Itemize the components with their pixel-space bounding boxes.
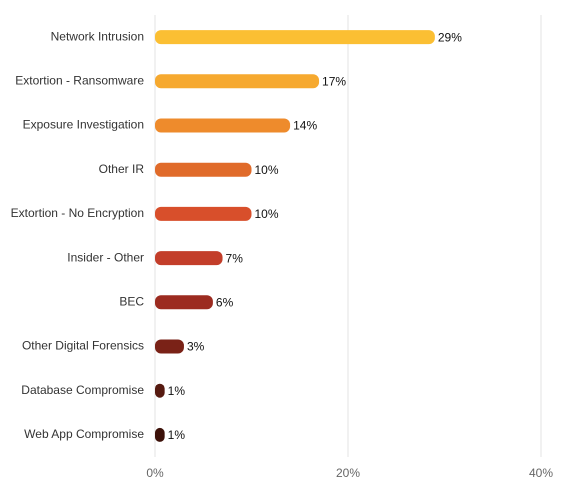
- value-label: 14%: [293, 119, 317, 133]
- y-tick-label: Other IR: [99, 162, 145, 176]
- bar: [155, 206, 252, 221]
- bar: [155, 74, 320, 89]
- y-tick-label: Extortion - No Encryption: [11, 206, 144, 220]
- value-label: 29%: [438, 30, 462, 44]
- y-tick-label: Network Intrusion: [51, 29, 144, 43]
- y-tick-label: Other Digital Forensics: [22, 339, 144, 353]
- value-label: 3%: [187, 340, 205, 354]
- bar: [155, 339, 184, 354]
- value-label: 10%: [255, 207, 279, 221]
- value-label: 6%: [216, 295, 234, 309]
- x-tick-label: 40%: [529, 466, 553, 480]
- x-tick-label: 0%: [146, 466, 164, 480]
- bar: [155, 383, 165, 398]
- bar: [155, 295, 213, 310]
- value-label: 10%: [255, 163, 279, 177]
- x-tick-label: 20%: [336, 466, 360, 480]
- y-tick-label: Extortion - Ransomware: [15, 73, 144, 87]
- bar: [155, 162, 252, 177]
- value-label: 1%: [168, 428, 186, 442]
- y-tick-label: Insider - Other: [67, 250, 144, 264]
- y-tick-label: Web App Compromise: [24, 427, 144, 441]
- bar: [155, 118, 291, 133]
- bar: [155, 30, 435, 45]
- value-label: 1%: [168, 384, 186, 398]
- bar: [155, 251, 223, 266]
- y-tick-label: BEC: [119, 294, 144, 308]
- y-tick-label: Database Compromise: [21, 383, 144, 397]
- value-label: 17%: [322, 74, 346, 88]
- value-label: 7%: [226, 251, 244, 265]
- y-tick-label: Exposure Investigation: [23, 118, 144, 132]
- bar: [155, 427, 165, 442]
